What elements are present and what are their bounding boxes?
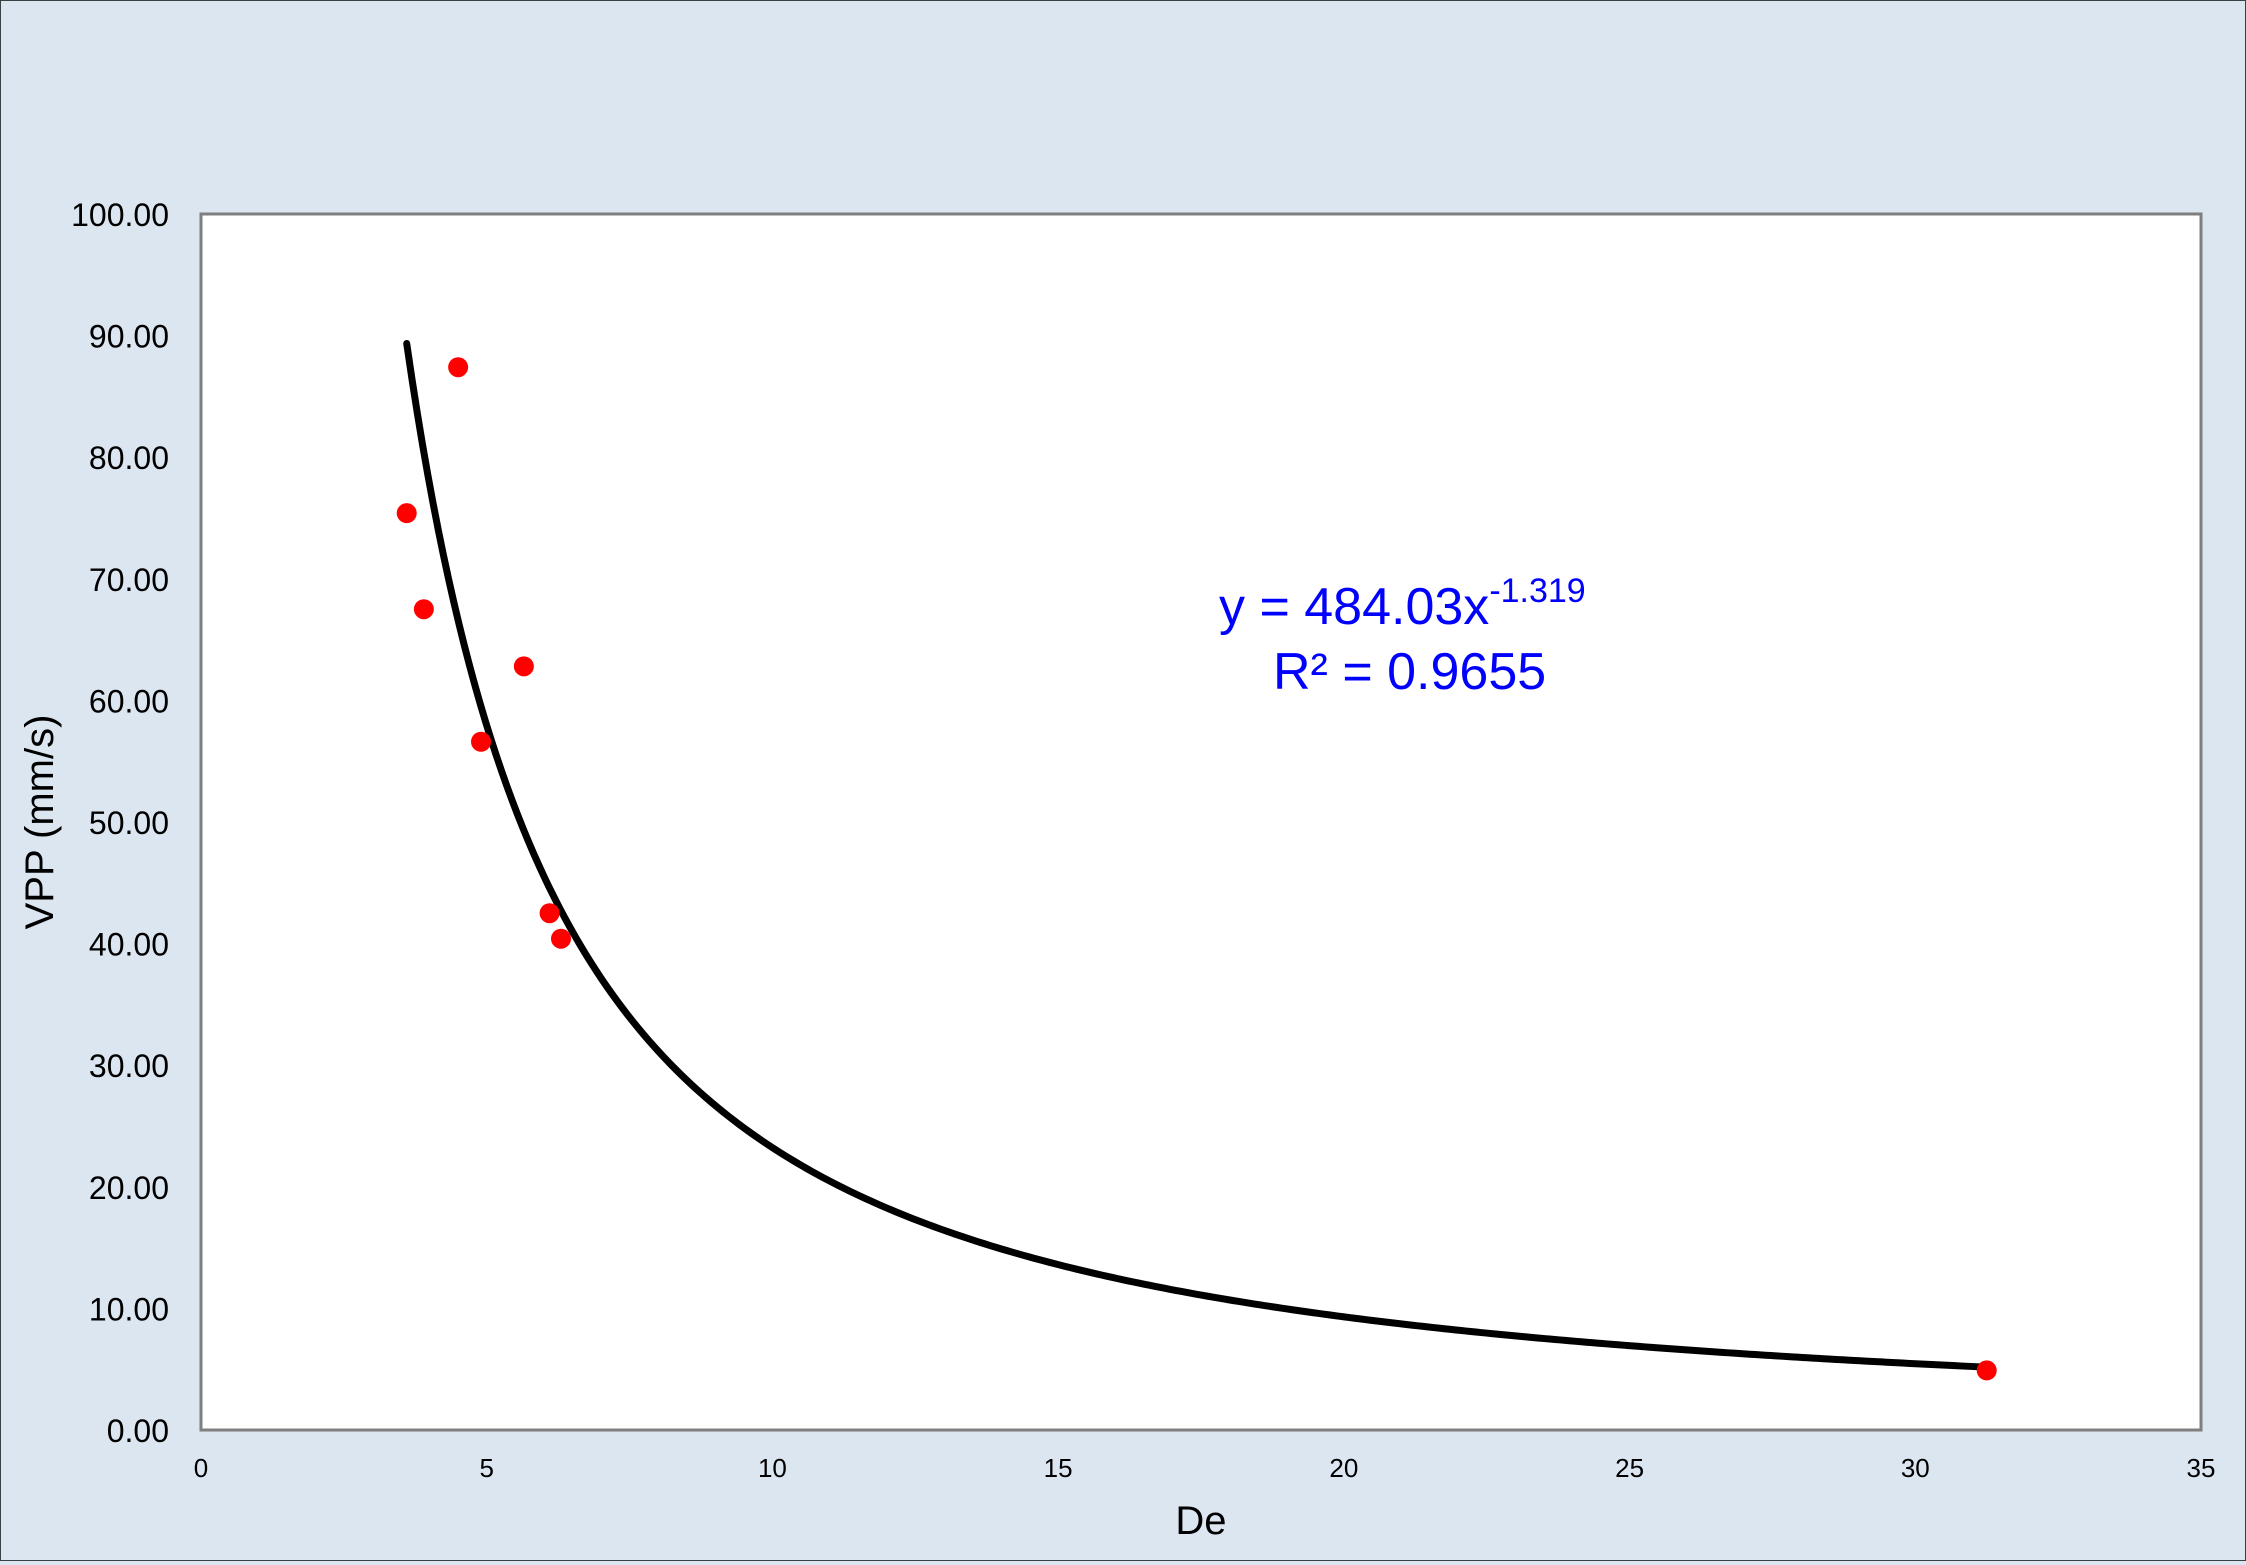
y-tick-label: 60.00 <box>89 683 169 719</box>
y-tick-label: 40.00 <box>89 927 169 963</box>
data-point <box>513 656 534 677</box>
y-axis-ticks: 0.00 10.00 20.00 30.00 40.00 50.00 60.00 70.00 8… <box>71 197 169 1449</box>
y-tick-label: 80.00 <box>89 440 169 476</box>
x-tick-label: 25 <box>1615 1453 1644 1483</box>
y-tick-label: 10.00 <box>89 1291 169 1327</box>
y-axis-label: VPP (mm/s) <box>18 715 62 930</box>
r-squared-label: R² = 0.9655 <box>1273 643 1546 701</box>
y-tick-label: 50.00 <box>89 805 169 841</box>
y-tick-label: 100.00 <box>71 197 169 233</box>
y-tick-label: 30.00 <box>89 1048 169 1084</box>
x-axis-ticks: 0 5 10 15 20 25 30 35 <box>194 1453 2216 1483</box>
data-point <box>396 503 417 524</box>
data-point <box>551 928 571 949</box>
plot-area <box>199 212 2203 1432</box>
data-point <box>1976 1360 1997 1381</box>
x-tick-label: 35 <box>2187 1453 2216 1483</box>
x-tick-label: 5 <box>479 1453 493 1483</box>
x-tick-label: 30 <box>1901 1453 1930 1483</box>
x-axis-label: De <box>1175 1499 1226 1543</box>
y-tick-label: 20.00 <box>89 1170 169 1206</box>
equation-exponent: -1.319 <box>1489 572 1585 610</box>
data-point <box>448 357 469 378</box>
x-tick-label: 15 <box>1044 1453 1073 1483</box>
y-tick-label: 90.00 <box>89 319 169 355</box>
data-point <box>413 599 434 620</box>
power-trendline <box>403 339 1991 1371</box>
data-point <box>471 731 491 752</box>
data-point <box>539 903 560 924</box>
x-tick-label: 20 <box>1329 1453 1358 1483</box>
y-tick-label: 0.00 <box>107 1413 169 1449</box>
equation-main: y = 484.03x <box>1219 578 1489 636</box>
scatter-points <box>396 357 1997 1381</box>
trendline-equation: y = 484.03x-1.319 <box>1219 572 1586 636</box>
x-tick-label: 0 <box>194 1453 208 1483</box>
x-tick-label: 10 <box>758 1453 787 1483</box>
y-tick-label: 70.00 <box>89 562 169 598</box>
